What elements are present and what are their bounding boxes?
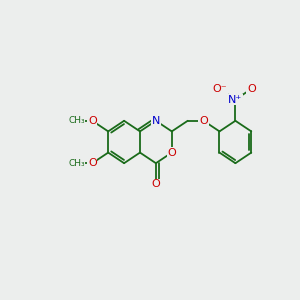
Text: CH₃: CH₃: [68, 159, 85, 168]
Text: O⁻: O⁻: [212, 84, 227, 94]
Text: N: N: [152, 116, 160, 126]
Text: O: O: [167, 148, 176, 158]
Text: O: O: [247, 84, 256, 94]
Text: N⁺: N⁺: [228, 94, 242, 105]
Text: CH₃: CH₃: [68, 116, 85, 125]
Text: O: O: [199, 116, 208, 126]
Text: O: O: [88, 116, 97, 126]
Text: O: O: [88, 158, 97, 168]
Text: O: O: [152, 179, 160, 189]
